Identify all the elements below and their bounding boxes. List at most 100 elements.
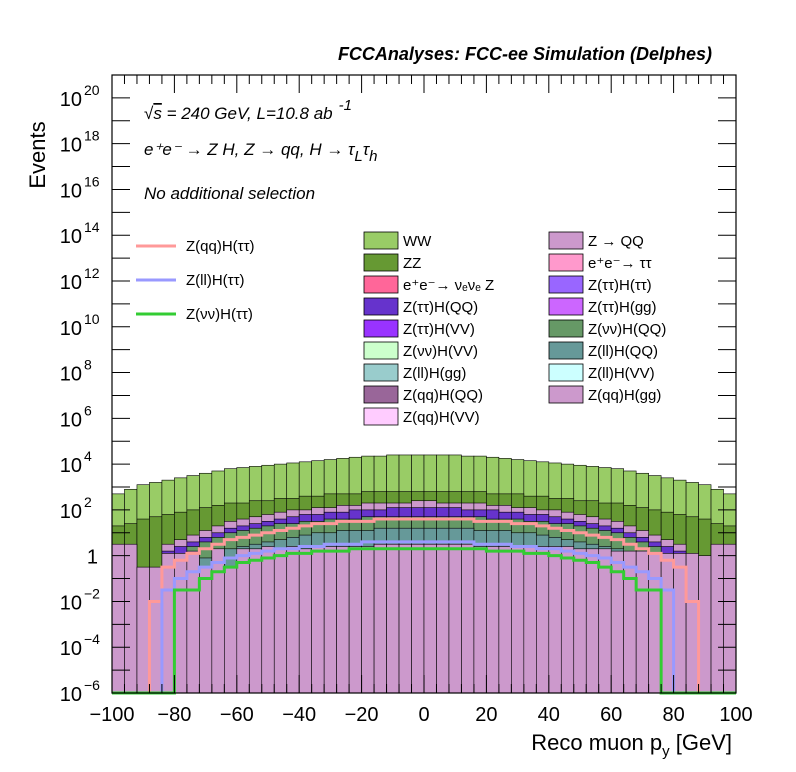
legend-swatch: [363, 385, 399, 404]
legend-label: Z(ll)H(VV): [588, 365, 655, 382]
bar: [323, 546, 337, 694]
legend-label: Z(ττ)H(QQ): [403, 299, 478, 316]
y-tick-label: 10: [60, 318, 82, 340]
bar: [161, 553, 175, 694]
bar: [298, 548, 312, 694]
y-tick-exponent: 20: [84, 82, 100, 98]
legend-label: Z(ττ)H(VV): [403, 321, 475, 338]
y-tick-exponent: 2: [84, 494, 92, 510]
svg-text:e⁺e⁻ → Z H, Z → qq, H → τLτh: e⁺e⁻ → Z H, Z → qq, H → τLτh: [144, 140, 377, 165]
bar: [436, 543, 450, 694]
legend-label: Z(qq)H(gg): [588, 387, 661, 404]
bar: [398, 543, 412, 694]
y-tick-label: 10: [60, 226, 82, 248]
bar: [498, 546, 512, 694]
legend-swatch: [363, 275, 399, 294]
bar: [710, 543, 724, 694]
x-tick-label: 100: [719, 704, 752, 726]
legend-label: Z(qq)H(VV): [403, 409, 480, 426]
bar: [560, 546, 575, 694]
y-tick-label: 10: [60, 684, 82, 706]
bar: [648, 553, 662, 694]
bar: [174, 553, 188, 694]
legend-swatch: [363, 253, 399, 272]
x-tick-label: −40: [282, 704, 316, 726]
x-axis-title: Reco muon py [GeV]: [531, 730, 732, 760]
bar: [136, 566, 150, 694]
legend-swatch: [548, 319, 584, 338]
legend-swatch: [363, 341, 399, 360]
legend-label: e⁺e⁻→ ττ: [588, 255, 652, 272]
y-tick-exponent: 16: [84, 173, 100, 189]
y-tick-label: 10: [60, 455, 82, 477]
bar: [224, 566, 238, 694]
overlay-lines: [112, 517, 736, 695]
bar: [623, 550, 637, 694]
legend-label: WW: [403, 233, 432, 250]
bar: [286, 546, 300, 694]
legend-label: ZZ: [403, 255, 421, 272]
annotation-process: e⁺e⁻ → Z H, Z → qq, H → τLτh: [144, 140, 377, 165]
y-tick-exponent: 4: [84, 448, 92, 464]
bar: [336, 546, 350, 694]
legend-label: Z(ll)H(gg): [403, 365, 466, 382]
bar: [311, 546, 325, 694]
bar: [261, 546, 275, 694]
annotation-energy: √s = 240 GeV, L=10.8 ab -1: [144, 97, 352, 123]
bar: [361, 546, 375, 694]
bar: [573, 548, 587, 694]
x-tick-label: −60: [220, 704, 254, 726]
y-tick-exponent: 8: [84, 357, 92, 373]
y-tick-label: 10: [60, 364, 82, 386]
legend-swatch: [548, 341, 584, 360]
bar: [149, 566, 163, 694]
bar: [373, 543, 387, 694]
legend-swatch: [548, 275, 584, 294]
legend-swatch: [363, 363, 399, 382]
chart-header: FCCAnalyses: FCC-ee Simulation (Delphes): [338, 44, 712, 64]
y-tick-exponent: −4: [84, 631, 100, 647]
y-tick-exponent: 10: [84, 311, 100, 327]
bar: [248, 548, 263, 694]
legend-label: Z(ττ)H(gg): [588, 299, 657, 316]
legend-swatch: [548, 297, 584, 316]
x-tick-label: −20: [345, 704, 379, 726]
bar: [473, 546, 487, 694]
legend: Z(qq)H(ττ) Z(ll)H(ττ) Z(νν)H(ττ) WW ZZ e⁺e⁻→ …: [136, 231, 666, 426]
legend-label: Z(ττ)H(ττ): [588, 277, 652, 294]
bar: [660, 553, 674, 694]
y-tick-label: 10: [60, 272, 82, 294]
legend-swatch: [363, 297, 399, 316]
bar: [236, 548, 250, 694]
bar: [548, 546, 562, 694]
bar: [585, 548, 600, 694]
bar: [423, 543, 437, 694]
y-tick-label: 10: [60, 501, 82, 523]
bar: [199, 566, 213, 694]
y-axis-title: Events: [25, 121, 50, 188]
legend-label: Z → QQ: [588, 233, 644, 250]
y-tick-label: 10: [60, 180, 82, 202]
bar: [673, 553, 687, 694]
legend-swatch: [363, 407, 399, 426]
x-axis-ticks: −100 −80 −60 −40 −20 0 20 40 60 80 100: [89, 75, 753, 726]
bar: [698, 555, 712, 694]
legend-label: Z(νν)H(QQ): [588, 321, 666, 338]
x-tick-label: −100: [89, 704, 134, 726]
y-tick-label: 10: [60, 409, 82, 431]
bar: [536, 546, 550, 694]
legend-line-label: Z(νν)H(ττ): [186, 306, 253, 323]
bar: [386, 543, 400, 694]
bar: [111, 543, 125, 694]
y-tick-exponent: −2: [84, 585, 100, 601]
y-tick-label: 10: [60, 638, 82, 660]
y-tick-exponent: 12: [84, 265, 100, 281]
line-series-0: [112, 517, 736, 695]
legend-label: Z(qq)H(QQ): [403, 387, 483, 404]
bar: [448, 543, 462, 694]
legend-line-label: Z(ll)H(ττ): [186, 272, 245, 289]
bar: [523, 546, 537, 694]
x-tick-label: 0: [418, 704, 429, 726]
